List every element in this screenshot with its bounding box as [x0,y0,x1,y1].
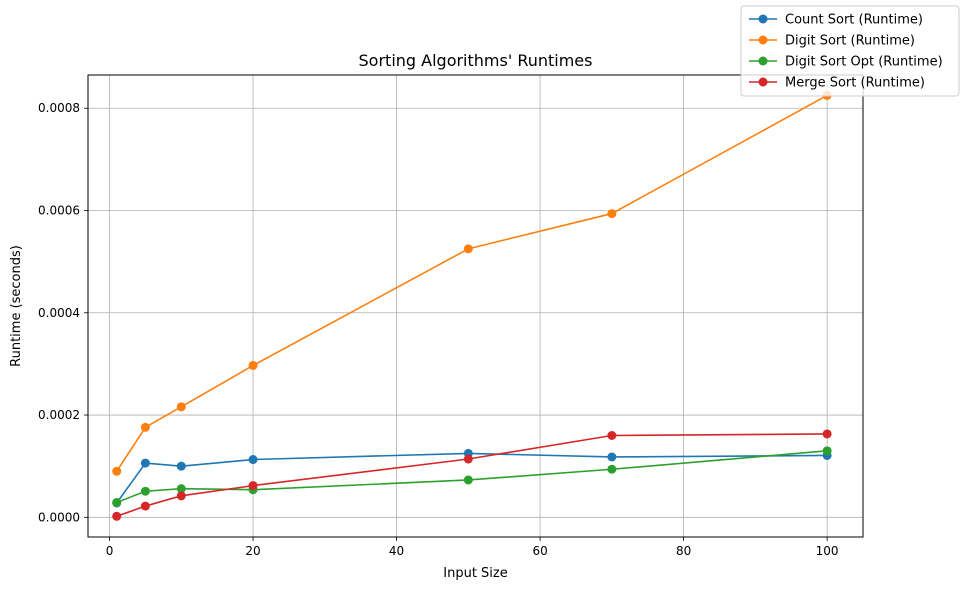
x-axis-label: Input Size [443,566,507,581]
y-tick-label: 0.0002 [38,408,80,422]
data-point [112,511,122,521]
data-point [248,455,258,465]
data-point [463,244,473,254]
x-tick-label: 60 [532,544,547,558]
chart-title: Sorting Algorithms' Runtimes [359,51,593,70]
y-tick-label: 0.0004 [38,306,80,320]
data-point [248,481,258,491]
data-point [112,497,122,507]
data-point [607,430,617,440]
legend: Count Sort (Runtime) Digit Sort (Runtime)… [740,5,960,97]
data-point [607,209,617,219]
y-axis-label: Runtime (seconds) [9,245,24,367]
grid [88,75,863,537]
legend-marker [758,35,768,45]
data-point [607,464,617,474]
data-point [463,454,473,464]
data-point [140,458,150,468]
legend-item: Count Sort (Runtime) [749,13,923,28]
x-tick-label: 40 [389,544,404,558]
legend-label: Digit Sort Opt (Runtime) [785,55,943,70]
legend-item: Digit Sort Opt (Runtime) [749,55,943,70]
legend-label: Count Sort (Runtime) [785,13,923,28]
data-point [176,461,186,471]
data-point [822,429,832,439]
y-tick-label: 0.0006 [38,204,80,218]
legend-item: Merge Sort (Runtime) [749,76,925,91]
legend-marker [758,56,768,66]
data-point [176,491,186,501]
x-tick-label: 100 [816,544,839,558]
legend-label: Merge Sort (Runtime) [785,76,925,91]
data-point [140,486,150,496]
legend-marker [758,77,768,87]
data-point [248,360,258,370]
data-point [112,466,122,476]
data-point [176,484,186,494]
data-point [176,402,186,412]
series-merge-sort-runtime [112,429,832,521]
y-axis: 0.0000 0.0002 0.0004 0.0006 0.0008 [38,101,88,524]
x-tick-label: 80 [676,544,691,558]
data-point [607,452,617,462]
x-tick-label: 20 [245,544,260,558]
data-point [463,475,473,485]
legend-box [740,5,960,97]
y-tick-label: 0.0008 [38,101,80,115]
legend-label: Digit Sort (Runtime) [785,34,915,49]
y-tick-label: 0.0000 [38,510,80,524]
x-tick-label: 0 [106,544,114,558]
data-point [140,422,150,432]
plot-frame [87,74,864,538]
data-point [140,501,150,511]
legend-item: Digit Sort (Runtime) [749,34,915,49]
legend-marker [758,14,768,24]
data-point [822,446,832,456]
x-axis: 0 20 40 60 80 100 [106,537,839,558]
